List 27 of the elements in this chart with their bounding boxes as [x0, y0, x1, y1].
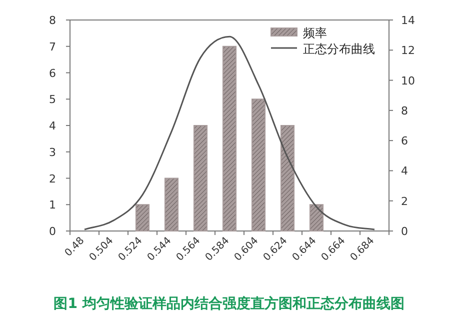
- text: 图1 均匀性验证样品内结合强度直方图和正态分布曲线图: [54, 295, 404, 312]
- legend-label: 频率: [303, 26, 327, 40]
- y-tick-label: 6: [49, 66, 56, 80]
- y-tick-label: 3: [49, 146, 56, 159]
- y-tick-label: 8: [49, 14, 56, 27]
- y2-tick-label: 10: [401, 74, 415, 88]
- y-tick-label: 5: [49, 93, 56, 106]
- y-tick-label: 4: [49, 120, 56, 132]
- bar: [222, 46, 237, 232]
- y2-tick-label: 8: [401, 104, 408, 118]
- bar: [164, 178, 179, 232]
- y-tick-label: 0: [49, 225, 56, 238]
- y-tick-label: 7: [49, 40, 56, 54]
- legend-label: 正态分布曲线: [303, 42, 375, 56]
- y-tick-label: 2: [49, 172, 56, 186]
- y2-tick-label: 0: [401, 225, 408, 238]
- y-tick-label: 1: [49, 198, 56, 212]
- bar: [280, 125, 295, 232]
- bar: [135, 204, 150, 232]
- y2-tick-label: 4: [401, 164, 408, 178]
- y2-tick-label: 14: [401, 14, 415, 27]
- bar: [193, 125, 208, 232]
- y2-tick-label: 12: [401, 44, 415, 58]
- bar: [309, 204, 324, 232]
- bar: [251, 98, 266, 232]
- y2-tick-label: 6: [401, 134, 408, 148]
- y2-tick-label: 2: [401, 194, 408, 208]
